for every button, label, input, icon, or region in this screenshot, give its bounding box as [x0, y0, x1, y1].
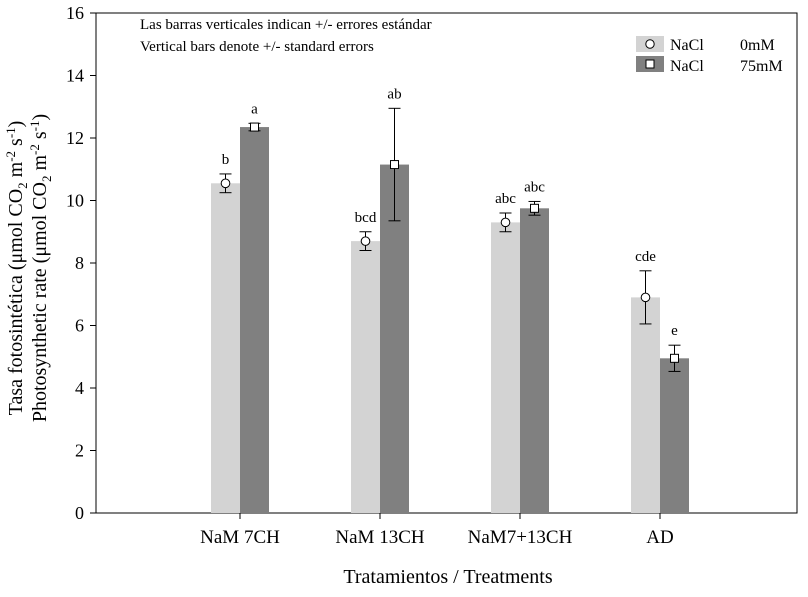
- legend-square-marker: [645, 59, 655, 69]
- error-bars: [219, 107, 681, 372]
- legend-value-0mM: 0mM: [740, 37, 775, 54]
- significance-labels: b bcd abc cde a ab abc e: [222, 86, 678, 339]
- significance-label: abc: [524, 179, 545, 195]
- mean-marker-circle: [640, 292, 651, 303]
- y-axis-title-en: Photosynthetic rate (μmol CO2 m-2 s-1): [27, 114, 54, 422]
- x-tick-label: NaM7+13CH: [468, 527, 573, 548]
- mean-marker-square: [250, 122, 259, 132]
- significance-label: a: [251, 101, 258, 117]
- y-axis-title-line-2: Photosynthetic rate (μmol CO2 m-2 s-1): [27, 114, 54, 422]
- mean-markers: [220, 122, 679, 363]
- note-line-1: Las barras verticales indican +/- errore…: [140, 17, 432, 33]
- x-tick-label: AD: [646, 527, 673, 548]
- legend-circle-marker: [645, 39, 655, 49]
- x-axis-title: Tratamientos / Treatments: [343, 566, 552, 588]
- bar: [240, 127, 269, 513]
- y-tick-label: 4: [75, 378, 84, 398]
- x-tick-label: NaM 13CH: [335, 527, 424, 548]
- y-tick-label: 16: [66, 3, 84, 23]
- mean-marker-circle: [360, 236, 371, 246]
- plot-border: [95, 12, 798, 514]
- y-tick-label: 12: [66, 128, 84, 148]
- significance-label: abc: [495, 191, 516, 207]
- significance-label: ab: [387, 86, 401, 102]
- mean-marker-square: [530, 203, 539, 213]
- legend-label-0mM: NaCl: [670, 37, 704, 54]
- x-tick-label: NaM 7CH: [200, 527, 280, 548]
- y-tick-label: 8: [75, 253, 84, 273]
- y-tick-label: 6: [75, 316, 84, 336]
- mean-marker-square: [390, 160, 399, 170]
- y-tick-label: 14: [66, 66, 84, 86]
- significance-label: b: [222, 152, 230, 168]
- bars: [211, 127, 689, 513]
- axes: 0 2 4 6 8 10 12 14 16 NaM 7CH NaM 13CH NaM7+13CH AD: [66, 3, 674, 548]
- bar: [520, 208, 549, 513]
- bar: [211, 183, 240, 513]
- y-axis-title: Tasa fotosintética (μmol CO2 m-2 s-1): [3, 121, 30, 416]
- bar: [491, 222, 520, 513]
- bar: [631, 297, 660, 513]
- plot-frame: [95, 12, 798, 514]
- bar: [380, 164, 409, 513]
- significance-label: bcd: [355, 210, 377, 226]
- note-line-2: Vertical bars denote +/- standard errors: [140, 39, 374, 55]
- legend-label-75mM: NaCl: [670, 58, 704, 75]
- legend: NaCl 0mM NaCl 75mM: [636, 36, 783, 75]
- bar: [660, 358, 689, 513]
- mean-marker-square: [670, 353, 679, 363]
- mean-marker-circle: [500, 217, 511, 228]
- significance-label: cde: [635, 249, 656, 265]
- legend-value-75mM: 75mM: [740, 58, 783, 75]
- bar: [351, 241, 380, 513]
- y-tick-label: 10: [66, 191, 84, 211]
- y-tick-label: 2: [75, 441, 84, 461]
- significance-label: e: [671, 323, 678, 339]
- y-tick-label: 0: [75, 503, 84, 523]
- y-axis-title-line-1: Tasa fotosintética (μmol CO2 m-2 s-1): [3, 121, 30, 416]
- mean-marker-circle: [220, 178, 231, 189]
